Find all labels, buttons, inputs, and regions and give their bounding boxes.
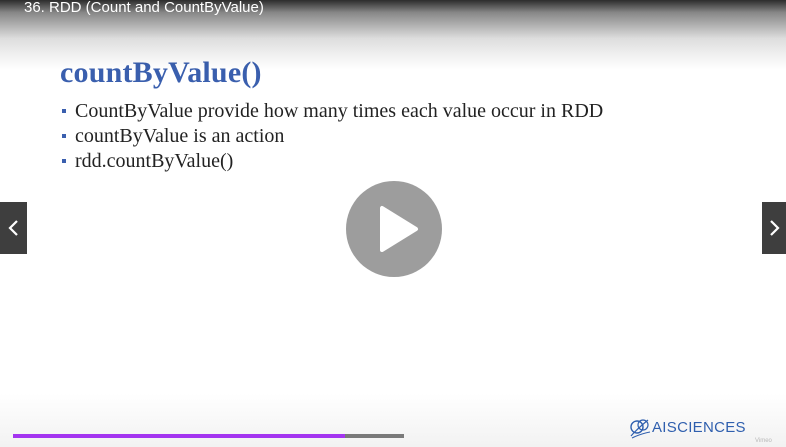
bullet-item: CountByValue provide how many times each… — [62, 99, 603, 124]
chevron-left-icon — [8, 220, 18, 236]
ai-sciences-logo: AISCIENCES — [628, 416, 746, 444]
bullet-list: CountByValue provide how many times each… — [62, 99, 603, 174]
bullet-text: CountByValue provide how many times each… — [75, 100, 604, 122]
title-overlay: 36. RDD (Count and CountByValue) — [0, 0, 786, 70]
chevron-right-icon — [770, 220, 780, 236]
bullet-icon — [62, 134, 66, 138]
vimeo-watermark: Vimeo — [755, 438, 772, 444]
play-icon — [380, 206, 418, 252]
bullet-item: rdd.countByValue() — [62, 149, 603, 174]
bullet-text: countByValue is an action — [75, 125, 285, 147]
video-title: 36. RDD (Count and CountByValue) — [24, 0, 264, 16]
bullet-text: rdd.countByValue() — [75, 150, 234, 172]
bullet-icon — [62, 109, 66, 113]
progress-bar[interactable] — [13, 434, 404, 438]
bullet-icon — [62, 159, 66, 163]
play-button[interactable] — [346, 181, 442, 277]
progress-fill — [13, 434, 346, 438]
next-lecture-button[interactable] — [762, 202, 786, 254]
previous-lecture-button[interactable] — [0, 202, 27, 254]
ai-sciences-logo-icon — [630, 419, 651, 439]
logo-text: AISCIENCES — [652, 419, 746, 436]
bullet-item: countByValue is an action — [62, 124, 603, 149]
